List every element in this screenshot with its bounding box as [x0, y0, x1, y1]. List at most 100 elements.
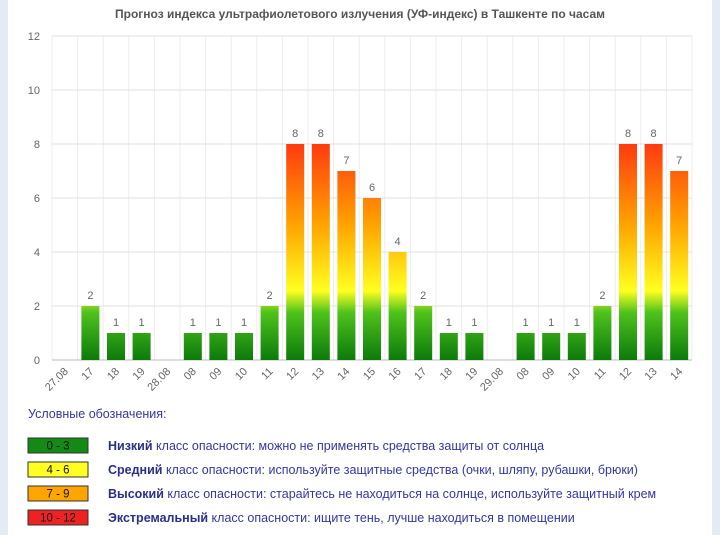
bar: [644, 144, 663, 360]
legend-level: Экстремальный: [108, 511, 208, 525]
legend-range: 4 - 6: [46, 465, 69, 477]
bar: [593, 306, 612, 360]
value-label: 7: [343, 155, 349, 167]
bar: [183, 333, 202, 360]
bar: [235, 333, 253, 360]
bar: [337, 171, 356, 360]
bar: [567, 333, 586, 360]
x-tick-label: 18: [105, 366, 122, 383]
x-tick-label: 19: [131, 366, 148, 383]
bar: [311, 144, 330, 360]
x-tick-label: 19: [463, 366, 480, 383]
legend-text: Низкий класс опасности: можно не применя…: [108, 439, 544, 453]
value-label: 1: [190, 317, 196, 329]
x-tick-label: 08: [515, 366, 532, 383]
x-tick-label: 10: [233, 366, 250, 383]
x-tick-label: 27.08: [43, 366, 71, 394]
legend-description: класс опасности: ищите тень, лучше наход…: [212, 511, 575, 525]
legend-swatch: [27, 461, 89, 478]
legend-range: 7 - 9: [46, 489, 69, 501]
value-label: 1: [215, 317, 221, 329]
bar: [81, 306, 100, 360]
y-tick-label: 12: [28, 31, 40, 43]
x-tick-label: 09: [540, 366, 557, 383]
x-tick-label: 14: [335, 366, 352, 383]
x-tick-label: 11: [592, 366, 609, 383]
x-tick-label: 14: [668, 366, 685, 383]
value-label: 1: [523, 317, 529, 329]
page: [8, 0, 712, 535]
legend-swatch: [27, 437, 89, 454]
x-tick-label: 10: [566, 366, 583, 383]
x-tick-label: 17: [79, 366, 96, 383]
value-label: 8: [292, 128, 298, 140]
value-label: 2: [267, 290, 273, 302]
legend-description: класс опасности: используйте защитные ср…: [166, 463, 638, 477]
y-tick-label: 2: [34, 301, 40, 313]
legend-swatch: [27, 485, 89, 502]
x-tick-label: 13: [643, 366, 660, 383]
value-label: 2: [420, 290, 426, 302]
x-tick-label: 08: [182, 366, 199, 383]
value-label: 1: [548, 317, 554, 329]
legend-range: 10 - 12: [40, 513, 76, 525]
legend-swatch: [27, 509, 89, 526]
bar: [209, 333, 228, 360]
bar: [465, 333, 484, 360]
x-tick-label: 12: [284, 366, 301, 383]
x-tick-label: 16: [387, 366, 404, 383]
value-label: 8: [651, 128, 657, 140]
legend-level: Низкий: [108, 439, 153, 453]
bar: [363, 198, 381, 360]
x-tick-label: 09: [207, 366, 224, 383]
x-tick-label: 11: [259, 366, 276, 383]
value-label: 2: [87, 290, 93, 302]
bar: [619, 144, 637, 360]
legend-text: Средний класс опасности: используйте защ…: [108, 463, 638, 477]
chart-title: Прогноз индекса ультрафиолетового излуче…: [115, 7, 605, 21]
value-label: 1: [446, 317, 452, 329]
legend-text: Высокий класс опасности: старайтесь не н…: [108, 487, 656, 501]
legend-description: класс опасности: можно не применять сред…: [156, 439, 544, 453]
value-label: 4: [395, 236, 401, 248]
bar: [439, 333, 458, 360]
bar: [516, 333, 535, 360]
value-label: 1: [113, 317, 119, 329]
bar: [260, 306, 279, 360]
y-tick-label: 6: [34, 193, 40, 205]
bar: [388, 252, 407, 360]
value-label: 1: [471, 317, 477, 329]
legend-range: 0 - 3: [46, 441, 69, 453]
bar: [670, 171, 689, 360]
y-tick-label: 0: [34, 355, 40, 367]
x-tick-label: 12: [617, 366, 634, 383]
y-tick-label: 8: [34, 139, 40, 151]
bar: [286, 144, 305, 360]
y-tick-label: 4: [34, 247, 40, 259]
x-tick-label: 28.08: [145, 366, 173, 394]
y-tick-label: 10: [28, 85, 40, 97]
x-tick-label: 15: [361, 366, 378, 383]
value-label: 8: [625, 128, 631, 140]
value-label: 7: [676, 155, 682, 167]
bar: [132, 333, 151, 360]
legend-level: Высокий: [108, 487, 164, 501]
legend-level: Средний: [108, 463, 162, 477]
bar: [107, 333, 125, 360]
legend-description: класс опасности: старайтесь не находитьс…: [167, 487, 656, 501]
x-tick-label: 29.08: [478, 366, 506, 394]
value-label: 1: [574, 317, 580, 329]
x-tick-label: 17: [412, 366, 429, 383]
value-label: 1: [139, 317, 145, 329]
x-tick-label: 18: [438, 366, 455, 383]
bar: [414, 306, 433, 360]
legend-title: Условные обозначения:: [28, 407, 167, 421]
value-label: 6: [369, 182, 375, 194]
value-label: 2: [599, 290, 605, 302]
value-label: 8: [318, 128, 324, 140]
legend-text: Экстремальный класс опасности: ищите тен…: [108, 511, 575, 525]
x-tick-label: 13: [310, 366, 327, 383]
bar: [542, 333, 561, 360]
value-label: 1: [241, 317, 247, 329]
